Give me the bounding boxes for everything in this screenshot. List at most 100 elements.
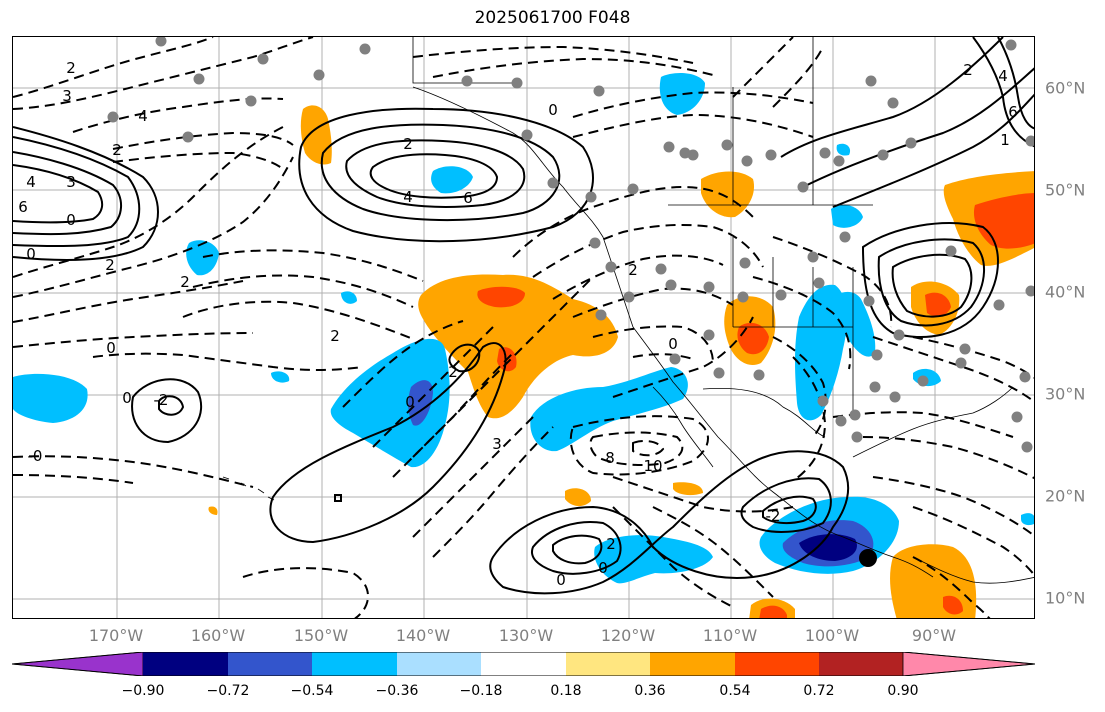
- station-dot: [1005, 39, 1017, 51]
- station-dot: [887, 97, 899, 109]
- negative-anomaly-area: [825, 291, 876, 357]
- colorbar-segment: [143, 652, 228, 676]
- colorbar-tick-label: 0.54: [719, 683, 751, 699]
- station-dot: [461, 75, 473, 87]
- colorbar-segment: [735, 652, 819, 676]
- longitude-label: 90°W: [911, 626, 957, 645]
- contour-value-label: 0: [405, 393, 415, 411]
- contour-value-label: 6: [1008, 103, 1018, 121]
- dashed-contour: [392, 352, 514, 478]
- positive-anomaly-area: [890, 544, 977, 618]
- station-dot: [627, 183, 639, 195]
- station-dot: [917, 375, 929, 387]
- contour-value-label: 4: [138, 107, 148, 125]
- contour-value-label: -2: [154, 391, 169, 409]
- dashed-contour: [412, 276, 594, 458]
- contour-value-label: 0: [26, 245, 36, 263]
- negative-anomaly-area: [1021, 513, 1034, 526]
- station-dot: [623, 291, 635, 303]
- dashed-contour: [912, 506, 1034, 577]
- station-dot: [959, 343, 971, 355]
- colorbar-tick-label: −0.54: [290, 683, 334, 699]
- solid-contour: [13, 126, 159, 261]
- central-america-coast: [912, 556, 1034, 584]
- station-dot: [797, 181, 809, 193]
- north-america-coast: [412, 86, 934, 578]
- station-dot: [1021, 441, 1033, 453]
- solid-contour: [891, 253, 973, 318]
- dashed-contour: [752, 276, 852, 370]
- contour-value-label: 1: [1000, 131, 1010, 149]
- solid-contour: [877, 238, 986, 327]
- negative-anomaly-area: [431, 166, 473, 194]
- dashed-contour: [632, 353, 694, 360]
- positive-anomaly-area: [925, 292, 951, 317]
- contour-value-label: 2: [448, 363, 458, 381]
- station-dot: [889, 391, 901, 403]
- contour-value-label: 2: [606, 535, 616, 553]
- contour-value-label: 2: [330, 327, 340, 345]
- dashed-contour: [13, 156, 294, 298]
- solid-contour: [13, 164, 104, 224]
- longitude-label: 110°W: [702, 626, 758, 645]
- positive-anomaly-area: [418, 274, 618, 419]
- colorbar-segment: [819, 652, 903, 676]
- mexico-border: [702, 387, 826, 438]
- positive-anomaly-area: [673, 482, 703, 496]
- dashed-contour: [572, 287, 734, 318]
- gulf-coast: [852, 386, 1014, 458]
- station-dot: [713, 367, 725, 379]
- station-dot: [813, 277, 825, 289]
- latitude-label: 30°N: [1045, 384, 1086, 404]
- dashed-contour: [432, 426, 554, 558]
- station-dot: [817, 395, 829, 407]
- solid-contour: [158, 395, 185, 416]
- positive-anomaly-area: [974, 193, 1034, 249]
- station-dot: [753, 369, 765, 381]
- contour-value-label: 4: [998, 67, 1008, 85]
- dashed-contour: [13, 474, 134, 484]
- station-dot: [193, 73, 205, 85]
- solid-contour: [762, 495, 817, 525]
- longitude-label: 140°W: [395, 626, 451, 645]
- negative-anomaly-area: [341, 291, 357, 304]
- contour-value-label: 4: [403, 188, 413, 206]
- station-dot: [833, 155, 845, 167]
- solid-contour: [448, 343, 481, 373]
- dashed-contour: [92, 352, 364, 371]
- solid-contour: [997, 37, 1034, 130]
- station-dot: [877, 149, 889, 161]
- colorbar-segment: [481, 652, 566, 676]
- dashed-contour: [862, 436, 1034, 480]
- contour-value-label: -2: [766, 507, 781, 525]
- colorbar: [12, 652, 1035, 676]
- colorbar-tick-label: −0.72: [206, 683, 250, 699]
- positive-anomaly-area: [565, 488, 591, 507]
- dashed-contour: [732, 37, 794, 98]
- negative-anomaly-area: [530, 367, 688, 452]
- colorbar-segment: [566, 652, 650, 676]
- station-dot: [245, 95, 257, 107]
- station-dot: [182, 131, 194, 143]
- positive-anomaly-area: [759, 605, 787, 618]
- contour-value-label: 0: [548, 101, 558, 119]
- longitude-label: 100°W: [804, 626, 860, 645]
- station-dot: [869, 381, 881, 393]
- contour-value-label: 0: [668, 335, 678, 353]
- contour-value-label: 3: [66, 173, 76, 191]
- station-dot: [687, 149, 699, 161]
- contour-value-label: 2: [628, 261, 638, 279]
- station-dot: [775, 289, 787, 301]
- dashed-contour: [112, 151, 284, 170]
- station-dot: [313, 69, 325, 81]
- contour-value-label: 0: [598, 559, 608, 577]
- contour-value-label: 10: [643, 457, 662, 475]
- longitude-label: 150°W: [293, 626, 349, 645]
- storm-center-marker: [859, 549, 877, 567]
- negative-anomaly-area: [271, 371, 290, 383]
- colorbar-extend-high: [902, 652, 1035, 676]
- dashed-contour: [13, 280, 244, 323]
- negative-anomaly-area: [13, 373, 88, 423]
- longitude-label: 120°W: [600, 626, 656, 645]
